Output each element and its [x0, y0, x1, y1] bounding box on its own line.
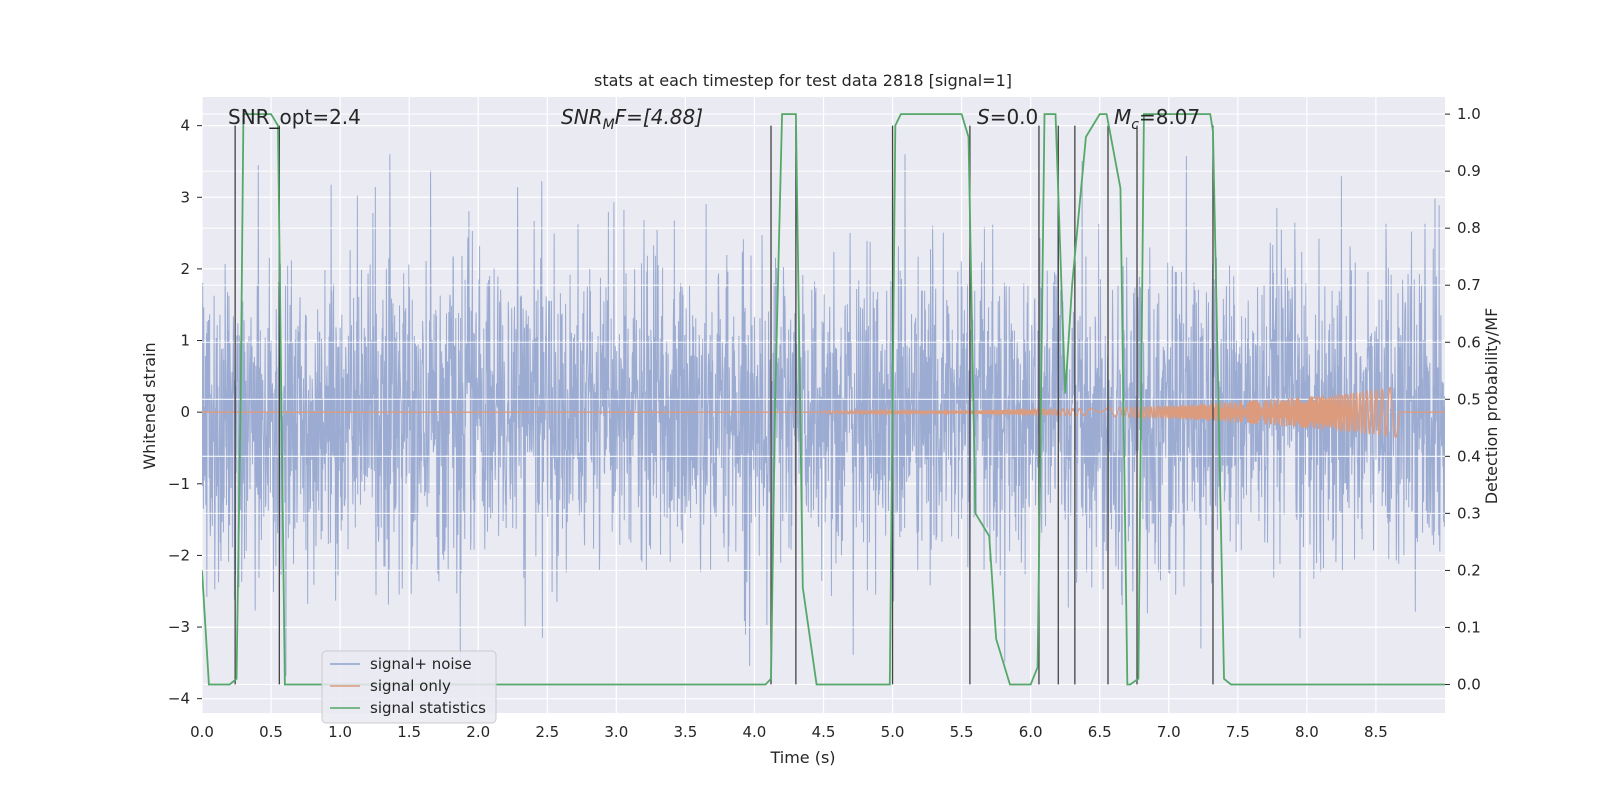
- y-axis-label: Whitened strain: [140, 342, 159, 469]
- annotation-snr-opt: SNR_opt=2.4: [228, 105, 361, 129]
- y2-tick-label: 0.1: [1457, 618, 1481, 636]
- y2-axis-label: Detection probability/MF: [1482, 308, 1501, 505]
- x-tick-label: 4.0: [743, 723, 767, 741]
- y2-tick-label: 1.0: [1457, 105, 1481, 123]
- y2-tick-label: 0.7: [1457, 276, 1481, 294]
- y-tick-label: 4: [180, 117, 190, 135]
- y-tick-label: 1: [180, 332, 190, 350]
- x-tick-label: 0.5: [259, 723, 283, 741]
- legend-label-signal-statistics: signal statistics: [370, 699, 486, 717]
- chart-title: stats at each timestep for test data 281…: [594, 71, 1012, 90]
- x-tick-label: 5.0: [881, 723, 905, 741]
- x-tick-label: 5.5: [950, 723, 974, 741]
- legend-label-signal-only: signal only: [370, 677, 451, 695]
- legend-label-signal-plus-noise: signal+ noise: [370, 655, 472, 673]
- annotation-s: S=0.0: [977, 105, 1038, 129]
- s-symbol: S: [977, 105, 990, 129]
- x-tick-label: 3.5: [673, 723, 697, 741]
- y2-tick-label: 0.9: [1457, 162, 1481, 180]
- snr-mf-subscript: M: [603, 117, 615, 133]
- mc-symbol: M: [1114, 105, 1131, 129]
- x-axis-label: Time (s): [769, 748, 835, 767]
- y-tick-label: 3: [180, 188, 190, 206]
- x-tick-label: 4.5: [812, 723, 836, 741]
- s-value: =0.0: [990, 105, 1039, 129]
- signal-statistics-line: [202, 113, 1445, 686]
- y2-tick-label: 0.6: [1457, 333, 1481, 351]
- y-tick-label: −4: [168, 690, 190, 708]
- y2-tick-label: 0.4: [1457, 447, 1481, 465]
- snr-mf-rest: F=[4.88]: [615, 105, 703, 129]
- annotation-chirp-mass: Mc=8.07: [1114, 105, 1200, 133]
- y2-axis-ticks: 0.0 0.1 0.2 0.3 0.4 0.5 0.6 0.7 0.8 0.9 1.0: [1445, 105, 1481, 693]
- y-tick-label: −2: [168, 546, 190, 564]
- legend: signal+ noise signal only signal statist…: [321, 650, 497, 724]
- legend-box: [321, 650, 497, 724]
- signal-only-line: [202, 386, 1445, 439]
- series-signal-only: [202, 386, 1445, 439]
- x-tick-label: 7.0: [1157, 723, 1181, 741]
- x-tick-label: 1.0: [328, 723, 352, 741]
- annotation-snr-mf: SNRMF=[4.88]: [561, 105, 703, 133]
- y2-tick-label: 0.3: [1457, 504, 1481, 522]
- x-tick-label: 1.5: [397, 723, 421, 741]
- y-tick-label: 2: [180, 260, 190, 278]
- x-tick-label: 6.5: [1088, 723, 1112, 741]
- y-tick-label: −1: [168, 475, 190, 493]
- snr-mf-base: SNR: [561, 105, 603, 129]
- x-tick-label: 2.0: [466, 723, 490, 741]
- y2-tick-label: 0.8: [1457, 219, 1481, 237]
- x-tick-label: 8.0: [1295, 723, 1319, 741]
- x-tick-label: 0.0: [190, 723, 214, 741]
- y-axis-ticks: −4 −3 −2 −1 0 1 2 3 4: [168, 117, 202, 708]
- y-tick-label: 0: [180, 403, 190, 421]
- series-signal-statistics: [202, 113, 1445, 686]
- x-tick-label: 7.5: [1226, 723, 1250, 741]
- y2-tick-label: 0.0: [1457, 675, 1481, 693]
- y-tick-label: −3: [168, 618, 190, 636]
- y2-tick-label: 0.5: [1457, 390, 1481, 408]
- x-tick-label: 3.0: [604, 723, 628, 741]
- x-axis-ticks: 0.0 0.5 1.0 1.5 2.0 2.5 3.0 3.5 4.0 4.5 5.0 5.5 6.0 6…: [190, 723, 1388, 741]
- x-tick-label: 8.5: [1364, 723, 1388, 741]
- mc-value: =8.07: [1139, 105, 1200, 129]
- mc-subscript: c: [1131, 117, 1139, 133]
- y2-tick-label: 0.2: [1457, 561, 1481, 579]
- x-tick-label: 6.0: [1019, 723, 1043, 741]
- x-tick-label: 2.5: [535, 723, 559, 741]
